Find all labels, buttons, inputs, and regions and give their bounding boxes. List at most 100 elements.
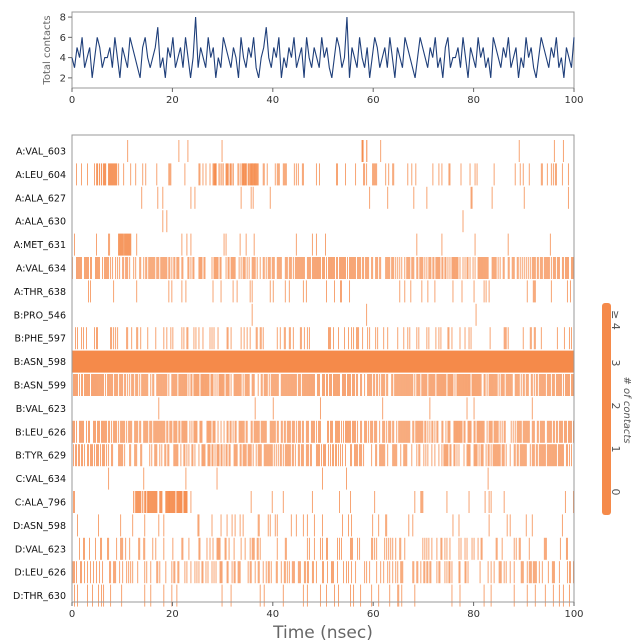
contact-mark <box>376 374 378 396</box>
contact-mark <box>460 537 462 560</box>
contact-mark <box>544 257 546 279</box>
contact-mark <box>126 561 128 584</box>
contact-mark <box>389 257 391 279</box>
contact-mark <box>529 257 531 279</box>
contact-mark <box>326 374 327 396</box>
contact-mark <box>192 444 194 467</box>
contact-mark <box>259 537 261 560</box>
contact-mark <box>306 584 308 607</box>
contact-mark <box>505 327 507 350</box>
contact-mark <box>143 257 145 279</box>
contact-mark <box>431 444 433 467</box>
contact-mark <box>467 257 469 279</box>
contact-mark <box>173 561 175 584</box>
contact-mark <box>490 374 492 396</box>
contact-mark <box>217 444 219 467</box>
contact-mark <box>181 233 183 256</box>
contact-mark <box>83 327 84 350</box>
contact-mark <box>127 233 129 256</box>
contact-mark <box>244 257 246 279</box>
contact-mark <box>372 514 374 537</box>
contact-mark <box>172 327 174 350</box>
contact-mark <box>106 257 108 279</box>
contact-mark <box>442 420 444 443</box>
contact-mark <box>284 327 286 350</box>
contact-mark <box>240 537 242 560</box>
contact-mark <box>533 420 535 443</box>
contact-mark <box>447 257 449 279</box>
contact-mark <box>92 584 93 607</box>
contact-mark <box>458 374 460 396</box>
contact-mark <box>570 374 572 396</box>
contact-mark <box>101 584 103 607</box>
contact-mark <box>86 257 87 279</box>
residue-label: D:ASN_598 <box>13 521 66 532</box>
contact-mark <box>509 374 511 396</box>
contact-mark <box>355 163 357 186</box>
contact-mark <box>133 374 135 396</box>
contact-mark <box>348 561 349 584</box>
contact-mark <box>389 420 391 443</box>
contact-mark <box>110 374 112 396</box>
contact-mark <box>548 374 550 396</box>
contact-mark <box>245 374 247 396</box>
contact-mark <box>157 420 159 443</box>
contact-row <box>162 210 464 233</box>
contact-mark <box>201 561 203 584</box>
contact-mark <box>97 327 98 350</box>
contact-mark <box>399 537 401 560</box>
contact-mark <box>96 327 97 350</box>
contact-mark <box>208 420 210 443</box>
contact-mark <box>359 537 361 560</box>
contact-mark <box>212 374 214 396</box>
contact-mark <box>289 327 291 350</box>
contact-mark <box>201 374 203 396</box>
contact-mark <box>480 374 482 396</box>
contact-mark <box>348 420 349 443</box>
contact-mark <box>385 163 387 186</box>
contact-mark <box>246 374 248 396</box>
contact-mark <box>230 584 232 607</box>
contact-mark <box>501 444 503 467</box>
contact-mark <box>251 163 253 186</box>
contact-mark <box>416 420 418 443</box>
contact-mark <box>326 257 327 279</box>
contact-mark <box>522 374 524 396</box>
contact-mark <box>485 257 487 279</box>
residue-label: A:VAL_603 <box>16 147 66 158</box>
contact-mark <box>528 420 530 443</box>
contact-mark <box>427 420 429 443</box>
contact-mark <box>130 420 132 443</box>
contact-mark <box>406 444 408 467</box>
contact-mark <box>135 420 137 443</box>
contact-mark <box>426 374 428 396</box>
contact-mark <box>280 561 282 584</box>
contact-mark <box>305 280 307 303</box>
contact-mark <box>74 584 75 607</box>
contact-mark <box>562 584 564 607</box>
contact-mark <box>137 327 139 350</box>
contact-mark <box>454 257 456 279</box>
contact-mark <box>367 374 369 396</box>
contact-mark <box>533 444 535 467</box>
contact-mark <box>529 561 531 584</box>
contact-mark <box>108 257 110 279</box>
contact-mark <box>125 537 127 560</box>
contact-mark <box>403 420 405 443</box>
contact-mark <box>488 491 490 513</box>
contact-mark <box>303 374 305 396</box>
contact-marks <box>72 140 574 607</box>
contact-mark <box>335 420 336 443</box>
contact-mark <box>523 374 525 396</box>
contact-mark <box>126 257 128 279</box>
contact-mark <box>171 491 173 513</box>
contact-mark <box>152 257 154 279</box>
contact-mark <box>248 163 250 186</box>
contact-mark <box>104 420 106 443</box>
contact-mark <box>547 374 549 396</box>
contact-mark <box>532 257 534 279</box>
contact-mark <box>205 374 207 396</box>
contact-mark <box>427 561 429 584</box>
contact-mark <box>135 163 137 186</box>
